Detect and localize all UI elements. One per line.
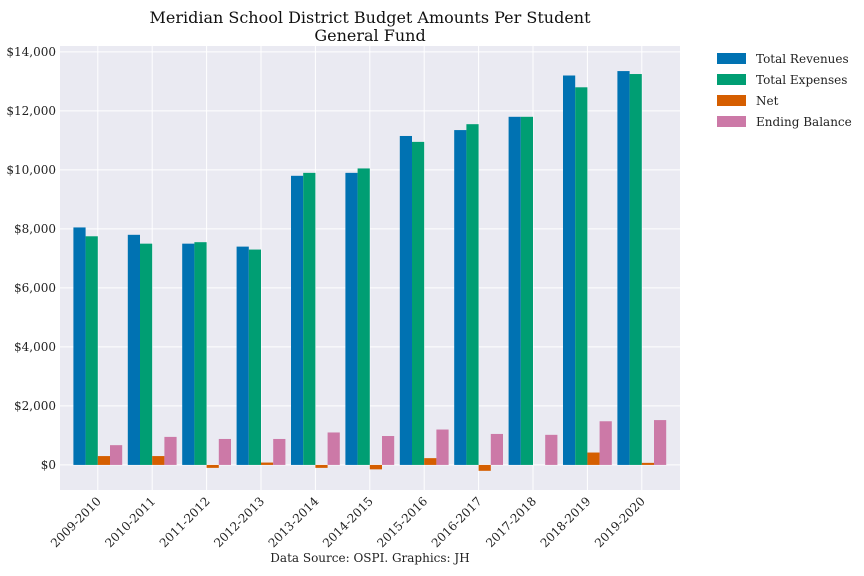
x-tick-label: 2017-2018 [483, 494, 539, 550]
legend-label: Total Expenses [756, 73, 847, 87]
bar-total-expenses [248, 249, 261, 465]
bars [73, 71, 667, 471]
y-tick-label: $0 [41, 458, 56, 472]
bar-net [315, 464, 328, 468]
x-tick-label: 2018-2019 [538, 494, 594, 550]
bar-total-revenues [563, 75, 576, 465]
legend-swatch [717, 116, 746, 127]
bar-total-expenses [466, 124, 479, 465]
legend-label: Net [756, 94, 779, 108]
y-tick-label: $2,000 [14, 399, 56, 413]
bar-total-revenues [617, 71, 630, 465]
bar-total-revenues [127, 234, 140, 465]
x-tick-label: 2013-2014 [266, 494, 322, 550]
bar-net [369, 464, 382, 470]
bar-total-revenues [182, 243, 195, 465]
y-tick-label: $4,000 [14, 340, 56, 354]
bar-total-expenses [520, 116, 533, 465]
data-source-note: Data Source: OSPI. Graphics: JH [270, 551, 469, 565]
bar-total-revenues [454, 130, 467, 465]
y-tick-label: $12,000 [6, 104, 56, 118]
bar-ending-balance [545, 434, 558, 465]
bar-total-revenues [345, 172, 358, 465]
x-tick-label: 2012-2013 [211, 494, 267, 550]
bar-ending-balance [110, 445, 123, 465]
bar-ending-balance [327, 432, 340, 465]
bar-net [152, 456, 165, 465]
bar-total-expenses [303, 172, 316, 465]
bar-net [478, 464, 491, 471]
x-tick-label: 2011-2012 [157, 494, 213, 550]
bar-ending-balance [164, 436, 177, 465]
bar-total-expenses [575, 87, 588, 465]
bar-total-expenses [194, 242, 207, 465]
bar-ending-balance [273, 438, 286, 465]
bar-net [261, 462, 274, 465]
legend-label: Ending Balance [756, 115, 852, 129]
y-axis: $0 $2,000 $4,000 $6,000 $8,000 $10,000 $12,000… [6, 45, 56, 472]
bar-ending-balance [436, 429, 449, 465]
x-axis: 2009-20102010-20112011-20122012-20132013… [48, 494, 648, 550]
legend-swatch [717, 74, 746, 85]
x-tick-label: 2015-2016 [374, 494, 430, 550]
y-tick-label: $14,000 [6, 45, 56, 59]
y-tick-label: $6,000 [14, 281, 56, 295]
bar-total-revenues [399, 135, 412, 465]
bar-total-revenues [73, 227, 86, 465]
bar-net [206, 464, 219, 468]
bar-ending-balance [382, 436, 395, 465]
bar-total-expenses [140, 243, 153, 465]
bar-total-expenses [629, 74, 642, 465]
bar-total-revenues [236, 246, 249, 465]
y-tick-label: $10,000 [6, 163, 56, 177]
x-tick-label: 2019-2020 [592, 494, 648, 550]
bar-net [587, 452, 600, 465]
bar-total-expenses [85, 236, 98, 465]
bar-total-revenues [291, 175, 304, 465]
legend-swatch [717, 95, 746, 106]
legend: Total Revenues Total Expenses Net Ending Ba… [717, 52, 852, 129]
chart-title: Meridian School District Budget Amounts … [149, 8, 591, 27]
bar-net [97, 456, 110, 465]
bar-ending-balance [654, 420, 667, 465]
x-tick-label: 2009-2010 [48, 494, 104, 550]
bar-ending-balance [599, 421, 612, 465]
bar-total-expenses [357, 168, 370, 465]
bar-ending-balance [218, 438, 231, 465]
legend-swatch [717, 53, 746, 64]
chart-subtitle: General Fund [314, 26, 425, 45]
bar-ending-balance [490, 433, 503, 465]
bar-total-revenues [508, 116, 521, 465]
legend-label: Total Revenues [756, 52, 849, 66]
bar-net [641, 462, 654, 465]
bar-net [424, 458, 437, 465]
x-tick-label: 2016-2017 [429, 494, 485, 550]
y-tick-label: $8,000 [14, 222, 56, 236]
x-tick-label: 2014-2015 [320, 494, 376, 550]
x-tick-label: 2010-2011 [102, 494, 158, 550]
bar-total-expenses [412, 141, 425, 465]
